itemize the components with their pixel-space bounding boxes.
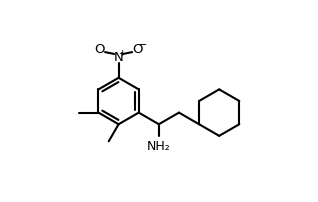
Text: +: + [119,49,126,58]
Text: O: O [132,43,143,56]
Text: NH₂: NH₂ [147,140,171,153]
Text: O: O [94,43,104,56]
Text: −: − [138,40,147,50]
Text: N: N [114,51,123,64]
